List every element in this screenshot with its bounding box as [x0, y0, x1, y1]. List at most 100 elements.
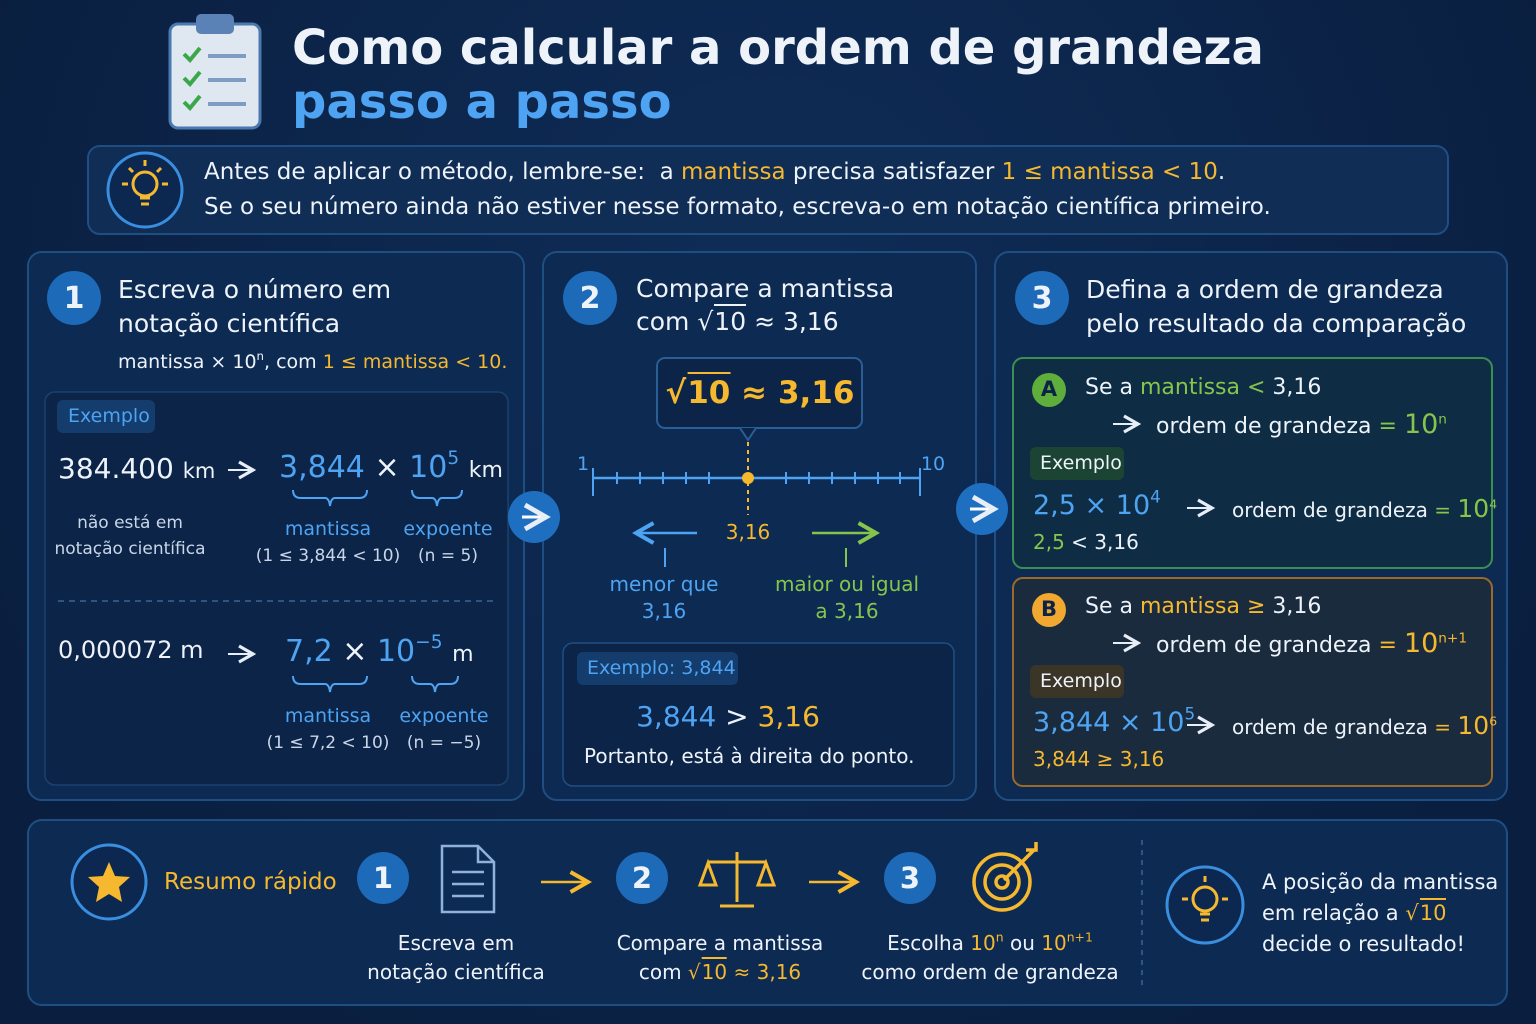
example-result-exponent: 4 — [1489, 496, 1498, 512]
rect-shape — [1012, 357, 1493, 569]
div-shape: 3,844 ≥ 3,16 — [1033, 747, 1164, 771]
line-shape — [127, 166, 135, 174]
examples-unit-result: km — [468, 458, 503, 483]
condition-value: 3,16 — [1272, 594, 1322, 619]
caption-or: ou — [1009, 931, 1035, 955]
cases-badge: Exemplo — [1040, 670, 1122, 692]
number-line-left-label: menor que 3,16 — [609, 572, 719, 623]
line1-end: . — [1217, 159, 1226, 185]
cases-letter: A — [1040, 377, 1058, 401]
div-shape: Se a mantissa < 3,16 — [1085, 375, 1321, 401]
title-line2-root: √ — [697, 307, 714, 336]
examples-original: 0,000072 — [58, 636, 173, 664]
caption-line2: como ordem de grandeza — [861, 960, 1119, 984]
path-shape — [411, 489, 463, 507]
circle-shape — [106, 151, 184, 229]
example-check-value: 3,16 — [1094, 530, 1139, 554]
example-check-mantissa: 3,844 — [1033, 747, 1091, 771]
examples-unit: km — [182, 459, 216, 483]
rect-shape — [577, 652, 738, 685]
result-base: 10 — [1403, 409, 1439, 440]
rect-shape — [1012, 577, 1493, 787]
formula-condition: 1 ≤ mantissa < 10 — [322, 351, 502, 373]
caption-base2: 10 — [1041, 931, 1067, 955]
steps-number: 2 — [631, 861, 653, 895]
g-shape — [440, 844, 496, 914]
line1-a: a — [659, 159, 674, 185]
line-shape — [1002, 848, 1036, 882]
g-shape — [972, 842, 1038, 912]
circle-shape — [1032, 373, 1066, 407]
formula-end: . — [501, 351, 508, 373]
path-shape — [697, 858, 719, 887]
examples-times: × — [342, 634, 368, 669]
div-shape: ordem de grandeza = 10n+1 — [1156, 628, 1467, 660]
examples-base: 10 — [409, 450, 448, 485]
example-result-label: ordem de grandeza — [1232, 715, 1428, 739]
rect-shape — [44, 391, 509, 786]
example-exponent: 5 — [1184, 703, 1196, 724]
examples-original: 384.400 — [58, 452, 174, 485]
condition-operator: ≥ — [1246, 594, 1266, 619]
path-shape — [440, 844, 496, 914]
div-shape: 7,2 × 10−5 m — [285, 633, 474, 670]
example-result-base: 10 — [1457, 711, 1490, 740]
example-mantissa: 3,844 — [1033, 707, 1111, 738]
example-times: × — [1118, 707, 1142, 738]
polygon-shape — [88, 862, 130, 902]
caption-root: √ — [687, 960, 701, 984]
step3-title: Defina a ordem de grandeza pelo resultad… — [1086, 275, 1467, 338]
example-reference: 3,16 — [757, 700, 820, 733]
condition-value: 3,16 — [1272, 375, 1322, 400]
path-shape — [292, 489, 368, 507]
div-shape: com √10 ≈ 3,16 — [636, 304, 839, 337]
g-shape — [47, 271, 1069, 325]
example-mantissa: 3,844 — [636, 700, 717, 733]
path-shape — [182, 94, 202, 111]
example-exponent: 4 — [1150, 486, 1161, 507]
examples-exponent-label: expoente — [403, 518, 493, 540]
step1-badge: Exemplo — [68, 405, 150, 427]
g-shape — [1113, 414, 1216, 735]
div-shape: 0,000072 m — [58, 636, 204, 665]
insight-line2: em relação a — [1262, 901, 1399, 925]
example-equals: = — [1434, 498, 1452, 522]
path-shape — [292, 675, 368, 693]
path-shape — [1026, 842, 1038, 852]
caption-line1: Compare a mantissa — [616, 931, 824, 955]
line-shape — [155, 166, 163, 174]
example-equals: = — [1434, 715, 1452, 739]
example-mantissa: 2,5 — [1033, 490, 1076, 521]
examples-exponent-value: (n = −5) — [406, 733, 482, 753]
caption-line1: Escreva em — [397, 931, 515, 955]
g-shape — [228, 460, 257, 664]
examples-exponent-label: expoente — [399, 705, 489, 727]
g-shape — [357, 852, 936, 904]
step2-number: 2 — [579, 281, 601, 316]
circle-shape — [742, 472, 754, 484]
examples-unit: m — [180, 636, 204, 664]
example-check-mantissa: 2,5 — [1033, 530, 1065, 554]
caption-exp1: n — [995, 929, 1004, 945]
circle-shape — [1015, 271, 1069, 325]
g-shape — [208, 54, 246, 106]
caption-approx: ≈ 3,16 — [733, 960, 802, 984]
div-shape: ordem de grandeza = 104 — [1232, 494, 1497, 524]
condition-prefix: Se a — [1085, 594, 1133, 619]
div-shape: ordem de grandeza = 10n — [1156, 409, 1447, 441]
examples-exponent-value: (n = 5) — [418, 546, 478, 566]
rect-shape — [87, 145, 1449, 235]
insight-line3: decide o resultado! — [1262, 932, 1465, 956]
div-shape: A posição da mantissa em relação a √10 dec… — [1262, 867, 1498, 960]
circle-shape — [47, 271, 101, 325]
cases-badge: Exemplo — [1040, 452, 1122, 474]
caption-base1: 10 — [970, 931, 996, 955]
div-shape: Antes de aplicar o método, lembre-se: a … — [204, 159, 1225, 187]
condition-operator: < — [1246, 375, 1266, 400]
example-badge: Exemplo: 3,844 — [587, 657, 736, 679]
rect-shape — [656, 357, 863, 429]
div-shape: √10 ≈ 3,16 — [666, 372, 854, 412]
line1-intro: Antes de aplicar o método, lembre-se: — [204, 159, 645, 185]
step1-title: Escreva o número em notação científica — [118, 275, 392, 338]
